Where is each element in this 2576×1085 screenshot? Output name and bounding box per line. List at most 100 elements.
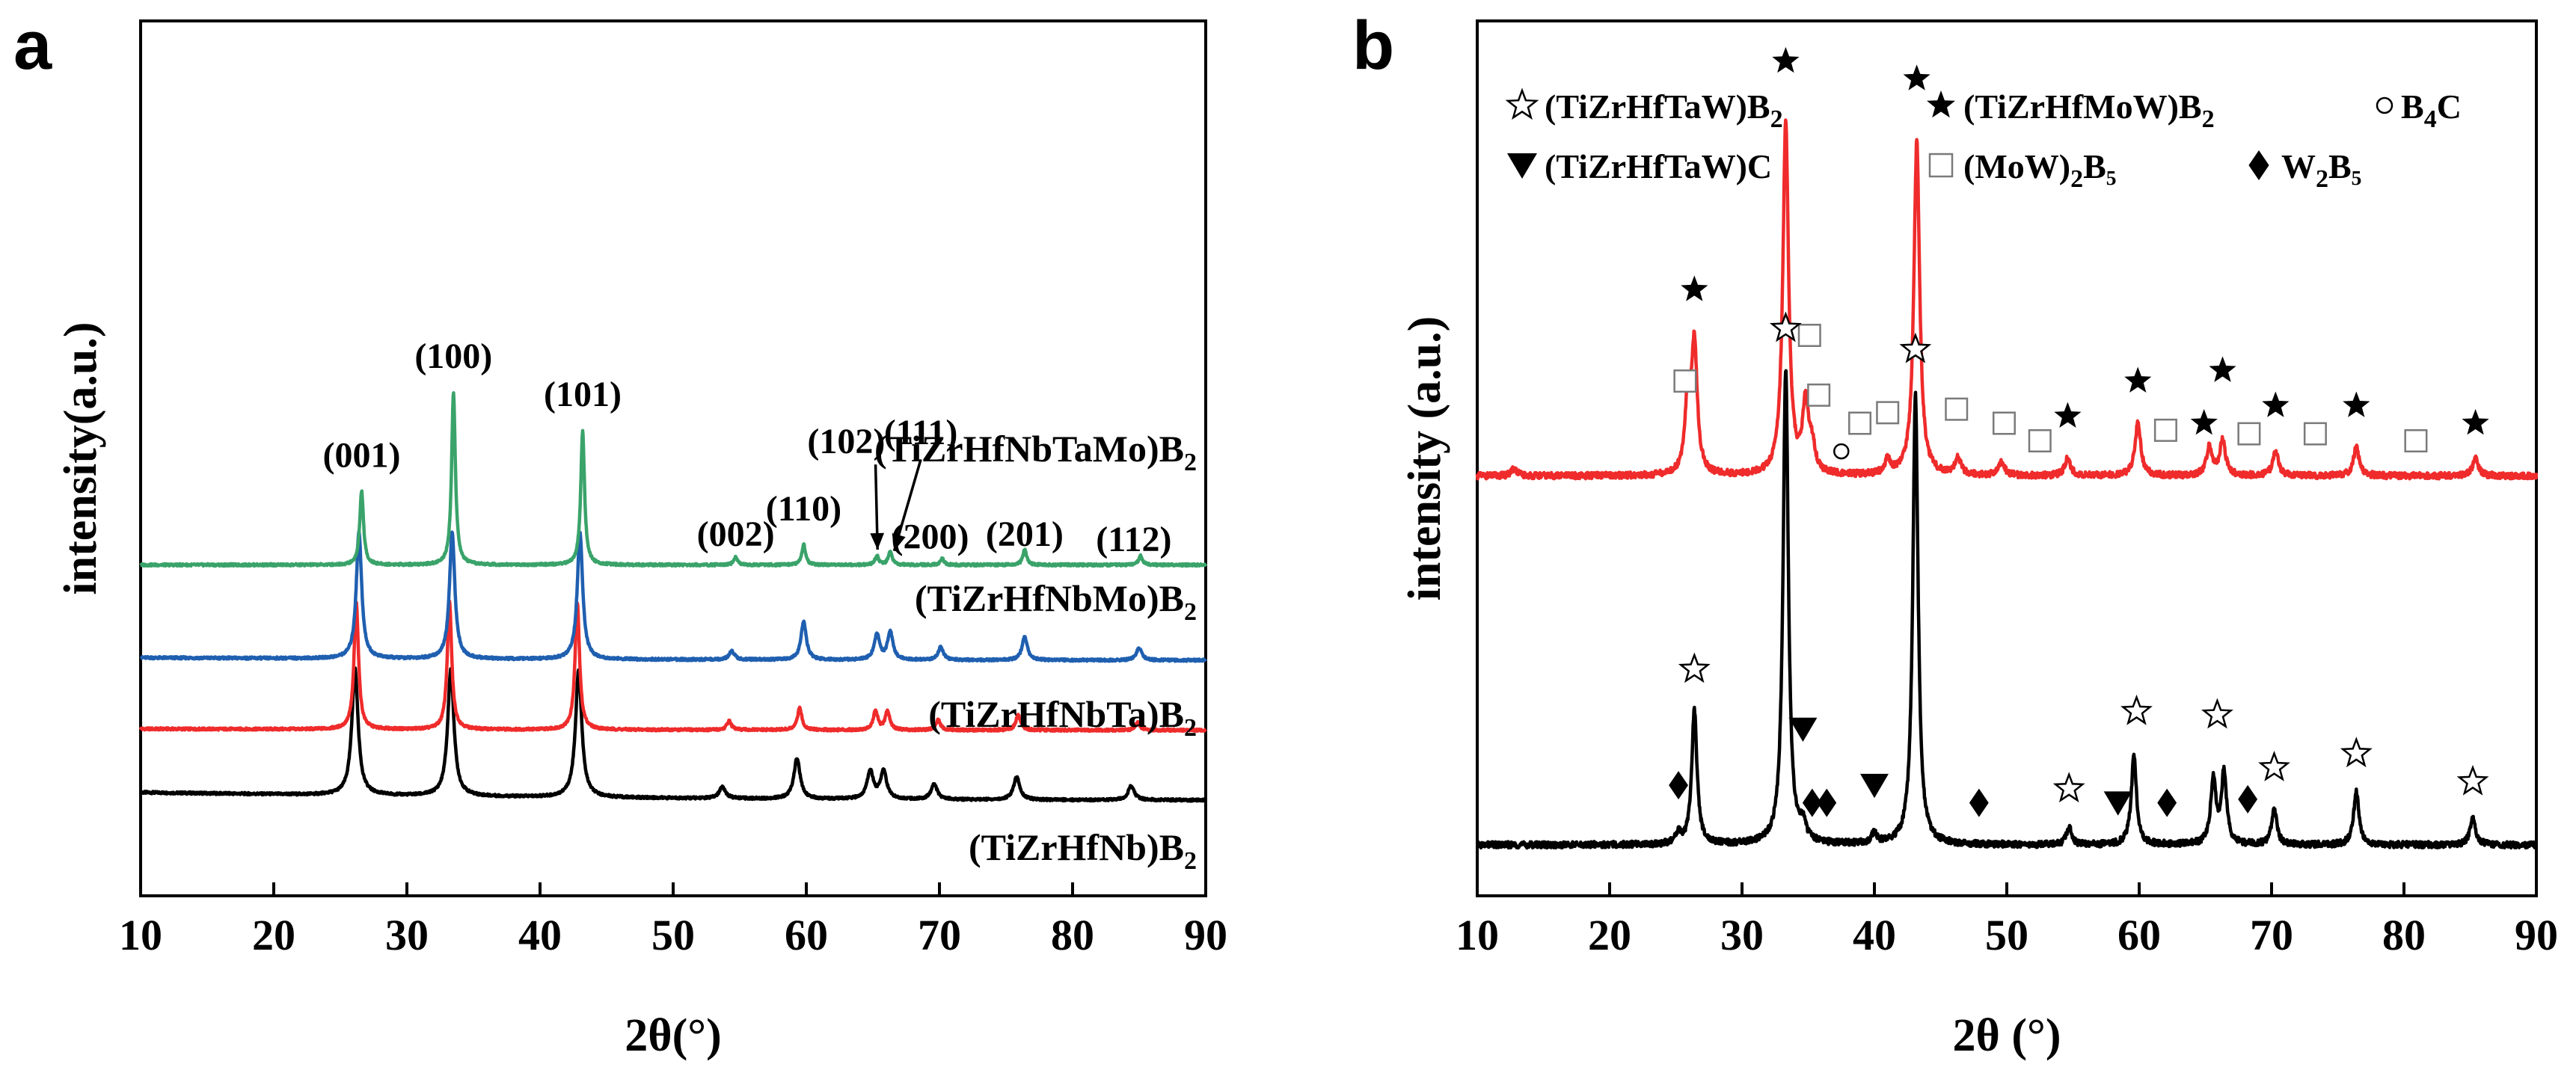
square-open-marker xyxy=(2404,429,2428,452)
circle-open-marker xyxy=(2376,96,2393,114)
x-tick-label: 50 xyxy=(651,911,695,959)
panel-b: b 10 20 30 40 50 60 70 80 90 (TiZrHfTaW)B2 (TiZr… xyxy=(1352,7,2558,1061)
peak-label: (101) xyxy=(544,375,622,414)
star-open-marker xyxy=(2340,737,2373,768)
peak-label: (201) xyxy=(986,514,1064,554)
triangle-down-marker xyxy=(1507,153,1537,179)
panel-a-xlabel: 2θ(°) xyxy=(625,1010,721,1061)
star-filled-marker xyxy=(2209,356,2236,382)
circle-open-marker xyxy=(1833,443,1850,460)
xrd-series-a-nbta xyxy=(138,599,1207,734)
legend-label-mow-b2: (TiZrHfMoW)B2 xyxy=(1963,87,2215,133)
x-tick-label: 70 xyxy=(918,911,961,959)
xrd-series-b-mo xyxy=(1475,118,2539,481)
panel-b-letter: b xyxy=(1352,7,1394,84)
diamond-filled-marker xyxy=(1969,788,1989,817)
x-tick-label: 70 xyxy=(2250,911,2293,959)
x-tick-label: 10 xyxy=(1456,911,1499,959)
panel-b-x-ticks: 10 20 30 40 50 60 70 80 90 xyxy=(1456,882,2558,959)
legend-label-mow-b5: (MoW)2B₅ xyxy=(1963,147,2117,193)
square-open-marker xyxy=(1797,324,1821,347)
square-open-marker xyxy=(1876,401,1900,425)
panel-a-peak-annotations: (001)(100)(101)(002)(110)(102)(111)(200)… xyxy=(322,336,1171,559)
peak-label: (100) xyxy=(414,336,492,376)
panel-b-legend: (TiZrHfTaW)B2 (TiZrHfMoW)B2 B4C (TiZrHfT… xyxy=(1505,87,2462,193)
star-filled-marker xyxy=(2054,402,2082,428)
x-tick-label: 60 xyxy=(785,911,828,959)
square-open-marker xyxy=(2153,418,2177,442)
series-label-a-nbmo: (TiZrHfNbMo)B2 xyxy=(915,577,1197,626)
legend-label-tahfw-b2: (TiZrHfTaW)B2 xyxy=(1545,87,1783,133)
diamond-filled-marker xyxy=(2248,150,2269,180)
legend-label-b4c: B4C xyxy=(2401,87,2462,133)
star-filled-marker xyxy=(1772,46,1800,73)
star-open-marker xyxy=(2258,751,2290,781)
x-tick-label: 80 xyxy=(2382,911,2426,959)
panel-b-curves xyxy=(1475,118,2539,850)
star-open-marker xyxy=(1899,332,1932,363)
x-tick-label: 30 xyxy=(385,911,429,959)
legend-label-tahfw-c: (TiZrHfTaW)C xyxy=(1545,147,1772,185)
square-open-marker xyxy=(2303,422,2327,446)
panel-a-letter: a xyxy=(13,7,52,84)
star-filled-marker xyxy=(2190,409,2218,435)
star-filled-marker xyxy=(2462,409,2489,435)
square-open-marker xyxy=(2028,429,2052,452)
square-open-marker xyxy=(1673,369,1697,393)
xrd-series-b-ta xyxy=(1476,369,2538,850)
star-filled-marker xyxy=(2124,366,2152,393)
peak-label: (102) xyxy=(807,422,885,461)
star-open-marker xyxy=(1769,311,1802,342)
panel-a-curves xyxy=(138,391,1208,803)
panel-a-x-ticks: 10 20 30 40 50 60 70 80 90 xyxy=(119,882,1227,959)
panel-b-phase-markers xyxy=(1669,46,2489,817)
peak-arrow-head xyxy=(892,532,906,551)
diamond-filled-marker xyxy=(1802,788,1822,817)
square-open-marker xyxy=(2237,422,2261,446)
square-open-marker xyxy=(1928,153,1954,178)
series-label-a-nb: (TiZrHfNb)B2 xyxy=(969,826,1197,875)
star-open-marker xyxy=(2201,698,2233,729)
triangle-down-marker xyxy=(1788,717,1818,742)
square-open-marker xyxy=(1992,411,2016,435)
x-tick-label: 50 xyxy=(1985,911,2028,959)
star-open-marker xyxy=(2456,764,2489,796)
series-label-a-nbta: (TiZrHfNbTa)B2 xyxy=(928,693,1197,742)
star-filled-marker xyxy=(1903,64,1931,90)
diamond-filled-marker xyxy=(2238,784,2258,814)
diamond-filled-marker xyxy=(2157,788,2177,817)
peak-label: (002) xyxy=(697,514,775,554)
peak-label: (110) xyxy=(766,489,841,529)
star-open-marker xyxy=(2052,772,2085,803)
x-tick-label: 60 xyxy=(2117,911,2161,959)
peak-label: (111) xyxy=(884,413,958,452)
x-tick-label: 90 xyxy=(1184,911,1227,959)
square-open-marker xyxy=(1945,397,1969,421)
star-open-marker xyxy=(1505,87,1539,120)
square-open-marker xyxy=(1848,411,1872,435)
x-tick-label: 90 xyxy=(2515,911,2558,959)
x-tick-label: 40 xyxy=(1853,911,1896,959)
panel-b-xlabel: 2θ (°) xyxy=(1953,1010,2061,1061)
series-label-a-nbtamo: (TiZrHfNbTaMo)B2 xyxy=(874,428,1197,476)
peak-label: (112) xyxy=(1096,520,1171,559)
diamond-filled-marker xyxy=(1817,788,1837,817)
x-tick-label: 20 xyxy=(1588,911,1631,959)
xrd-series-a-nbtamo xyxy=(139,391,1208,568)
star-filled-marker xyxy=(2343,391,2370,417)
xrd-series-a-nbmo xyxy=(139,529,1208,663)
xrd-series-a-nb xyxy=(138,666,1207,803)
x-tick-label: 40 xyxy=(518,911,562,959)
peak-label: (001) xyxy=(322,436,400,476)
panel-a-ylabel: intensity(a.u.) xyxy=(55,322,106,594)
x-tick-label: 30 xyxy=(1720,911,1764,959)
triangle-down-marker xyxy=(2103,791,2132,816)
x-tick-label: 20 xyxy=(252,911,295,959)
star-filled-marker xyxy=(2262,391,2290,417)
legend-label-w2b5: W2B₅ xyxy=(2281,147,2361,193)
panel-b-ylabel: intensity (a.u.) xyxy=(1399,316,1450,601)
panel-a: a 10 20 30 40 50 60 70 80 90 (001) (100) (101) (002… xyxy=(13,7,1227,1061)
star-filled-marker xyxy=(1681,275,1708,301)
x-tick-label: 10 xyxy=(119,911,162,959)
